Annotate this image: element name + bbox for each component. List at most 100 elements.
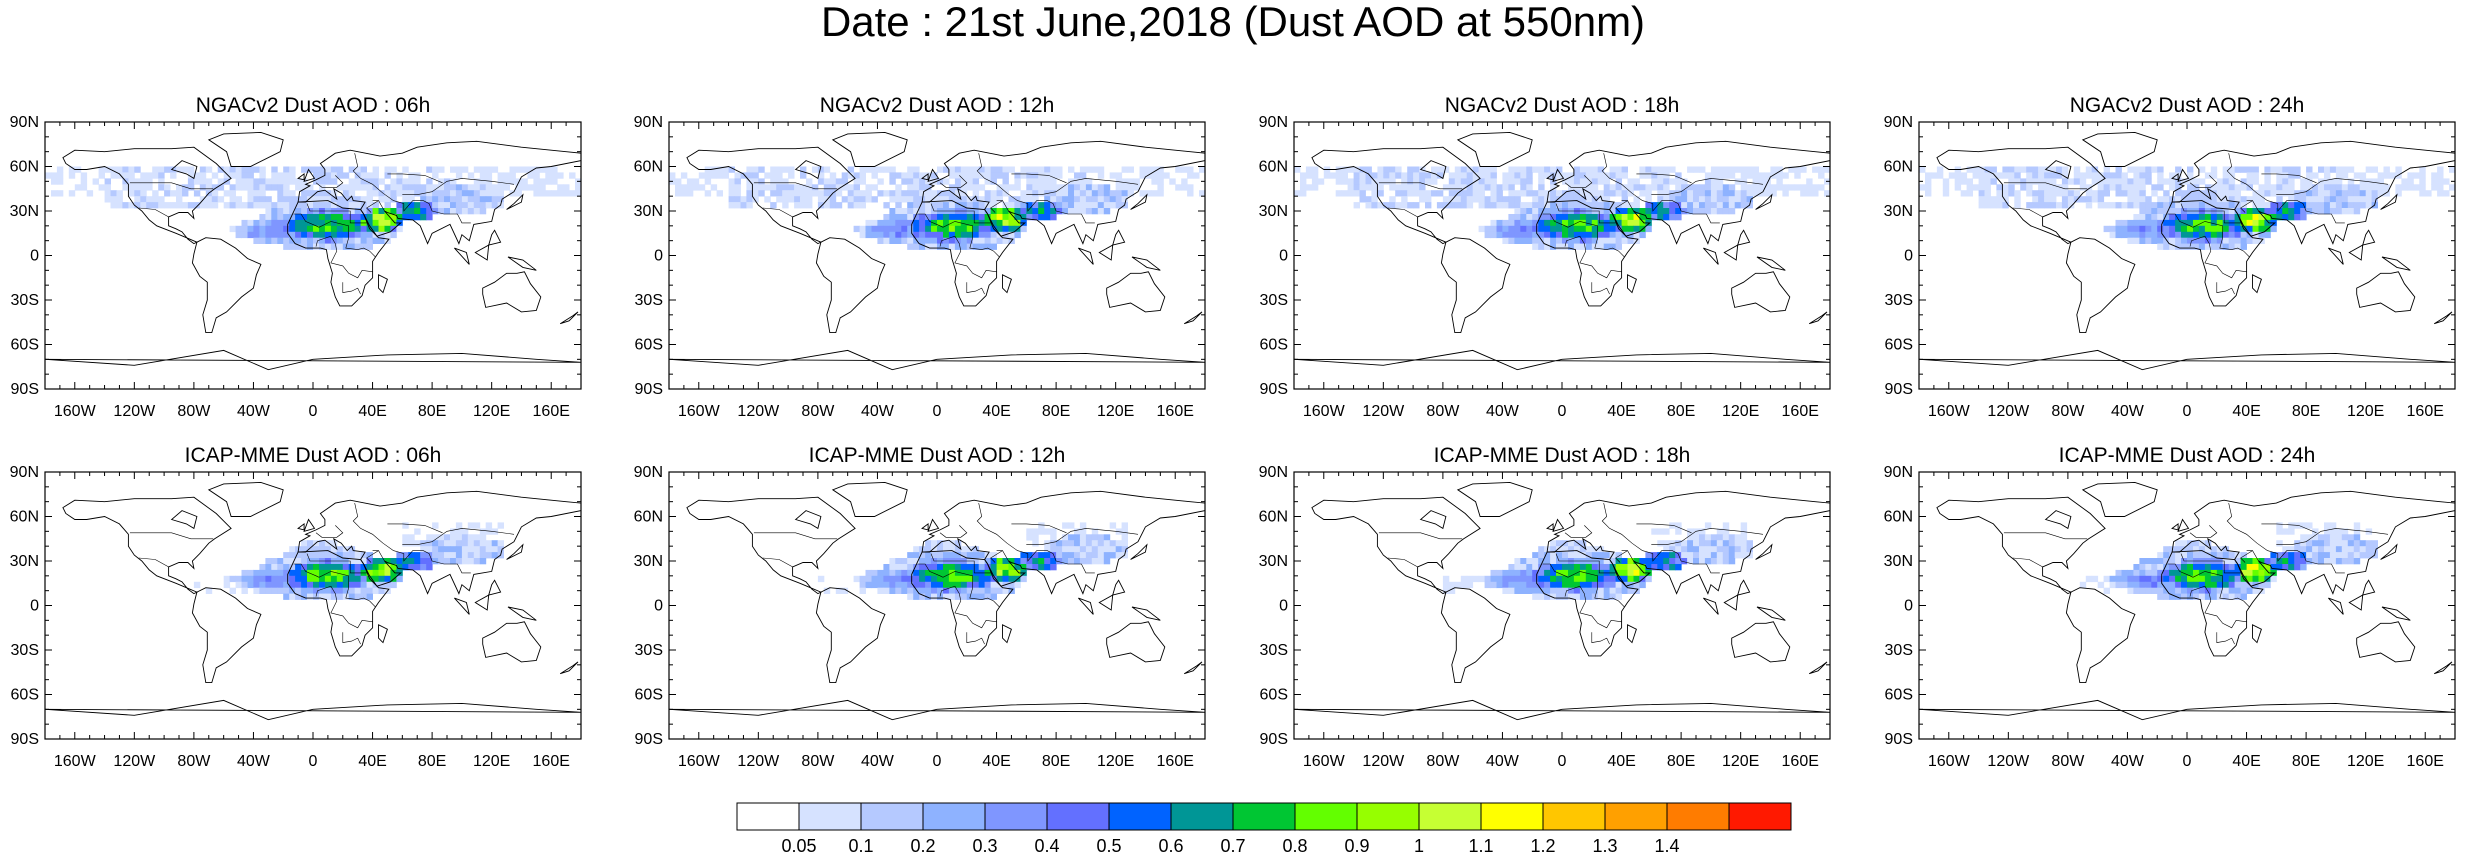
longitude-tick-label: 120E (1097, 403, 1134, 420)
colorbar-swatch (1604, 802, 1668, 831)
latitude-tick-label: 90S (1260, 731, 1288, 748)
map-panel: ICAP-MME Dust AOD : 18h 90N 60N 30N 0 30S 60S 9… (1259, 444, 1831, 770)
longitude-tick-label: 120W (1362, 753, 1405, 770)
longitude-tick-label: 0 (1558, 403, 1567, 420)
longitude-tick-label: 120W (113, 753, 156, 770)
longitude-tick-label: 0 (933, 753, 942, 770)
coastlines (44, 131, 582, 371)
map-frame (44, 121, 582, 390)
latitude-tick-label: 90S (1885, 731, 1913, 748)
latitude-tick-label: 30S (635, 642, 663, 659)
latitude-tick-label: 0 (654, 248, 663, 265)
latitude-tick-label: 0 (1904, 598, 1913, 615)
longitude-tick-label: 0 (933, 403, 942, 420)
longitude-tick-label: 80E (1042, 753, 1070, 770)
map-panel: NGACv2 Dust AOD : 18h 90N 60N 30N 0 30S 60S 90S… (1259, 94, 1831, 420)
axis-ticks (1293, 471, 1831, 740)
colorbar-swatch (1108, 802, 1172, 831)
longitude-tick-label: 40W (2111, 403, 2145, 420)
longitude-tick-label: 40W (1486, 753, 1520, 770)
colorbar-label: 1.4 (1654, 836, 1679, 853)
latitude-tick-label: 60S (11, 687, 39, 704)
latitude-tick-label: 90S (11, 731, 39, 748)
longitude-tick-label: 80W (1426, 403, 1460, 420)
latitude-tick-label: 30S (1260, 642, 1288, 659)
longitude-tick-label: 40W (2111, 753, 2145, 770)
colorbar-label: 0.1 (848, 836, 873, 853)
longitude-tick-label: 40E (1607, 403, 1635, 420)
longitude-tick-label: 80W (801, 403, 835, 420)
colorbar-label: 0.2 (910, 836, 935, 853)
map-frame (1293, 121, 1831, 390)
longitude-tick-label: 160W (1303, 403, 1346, 420)
map-frame (1918, 121, 2456, 390)
longitude-tick-label: 120W (1362, 403, 1405, 420)
colorbar-label: 0.7 (1220, 836, 1245, 853)
longitude-tick-label: 120W (1987, 753, 2030, 770)
latitude-tick-label: 30S (11, 642, 39, 659)
latitude-tick-label: 60S (635, 687, 663, 704)
latitude-tick-label: 30S (1885, 642, 1913, 659)
colorbar-swatch (1356, 802, 1420, 831)
longitude-tick-label: 160W (1928, 403, 1971, 420)
colorbar-swatch (1232, 802, 1296, 831)
colorbar-label: 1.1 (1468, 836, 1493, 853)
colorbar: 0.05 0.1 0.2 0.3 0.4 0.5 0.6 0.7 0.8 0.9 1 1.1 1.2 1.… (736, 802, 1792, 853)
latitude-tick-label: 30N (1259, 203, 1288, 220)
latitude-tick-label: 90S (635, 381, 663, 398)
coastlines (44, 481, 582, 721)
longitude-tick-label: 80E (418, 753, 446, 770)
latitude-tick-label: 90N (634, 464, 663, 481)
colorbar-swatch (1728, 802, 1792, 831)
colorbar-label: 1.3 (1592, 836, 1617, 853)
longitude-tick-label: 40W (861, 753, 895, 770)
longitude-tick-label: 40E (982, 403, 1010, 420)
longitude-tick-label: 80W (177, 753, 211, 770)
latitude-tick-label: 60N (1259, 509, 1288, 526)
longitude-tick-label: 160W (54, 753, 97, 770)
longitude-tick-label: 0 (309, 753, 318, 770)
longitude-tick-label: 40E (358, 753, 386, 770)
colorbar-label: 0.5 (1096, 836, 1121, 853)
colorbar-label: 0.4 (1034, 836, 1059, 853)
latitude-tick-label: 30N (10, 203, 39, 220)
longitude-tick-label: 160E (533, 403, 570, 420)
longitude-tick-label: 160W (1303, 753, 1346, 770)
longitude-tick-label: 160W (678, 753, 721, 770)
longitude-tick-label: 80E (2292, 753, 2320, 770)
latitude-tick-label: 30N (634, 553, 663, 570)
longitude-tick-label: 80E (1667, 753, 1695, 770)
longitude-tick-label: 160E (1157, 753, 1194, 770)
panel-title: NGACv2 Dust AOD : 24h (2070, 94, 2305, 117)
longitude-tick-label: 40W (861, 403, 895, 420)
map-frame (668, 471, 1206, 740)
latitude-tick-label: 30N (10, 553, 39, 570)
longitude-tick-label: 160E (2407, 403, 2444, 420)
longitude-tick-label: 80E (2292, 403, 2320, 420)
latitude-tick-label: 0 (1279, 598, 1288, 615)
latitude-tick-label: 30N (634, 203, 663, 220)
figure-title: Date : 21st June,2018 (Dust AOD at 550nm… (820, 0, 1646, 45)
colorbar-label: 0.05 (781, 836, 816, 853)
latitude-tick-label: 60N (634, 159, 663, 176)
colorbar-swatch (1418, 802, 1482, 831)
coastlines (668, 131, 1206, 371)
map-panel: NGACv2 Dust AOD : 06h 90N 60N 30N 0 30S 60S 90S… (10, 94, 582, 420)
longitude-tick-label: 120E (473, 753, 510, 770)
longitude-tick-label: 120E (1722, 753, 1759, 770)
latitude-tick-label: 90N (10, 464, 39, 481)
panel-title: NGACv2 Dust AOD : 06h (196, 94, 431, 117)
latitude-tick-label: 0 (1279, 248, 1288, 265)
latitude-tick-label: 60S (1260, 687, 1288, 704)
longitude-tick-label: 40W (1486, 403, 1520, 420)
map-frame (1918, 471, 2456, 740)
longitude-tick-label: 0 (309, 403, 318, 420)
panel-title: NGACv2 Dust AOD : 12h (820, 94, 1055, 117)
coastlines (1918, 481, 2456, 721)
latitude-tick-label: 90N (10, 114, 39, 131)
longitude-tick-label: 0 (1558, 753, 1567, 770)
latitude-tick-label: 0 (30, 598, 39, 615)
latitude-tick-label: 30S (1260, 292, 1288, 309)
longitude-tick-label: 0 (2183, 403, 2192, 420)
latitude-tick-label: 60N (634, 509, 663, 526)
